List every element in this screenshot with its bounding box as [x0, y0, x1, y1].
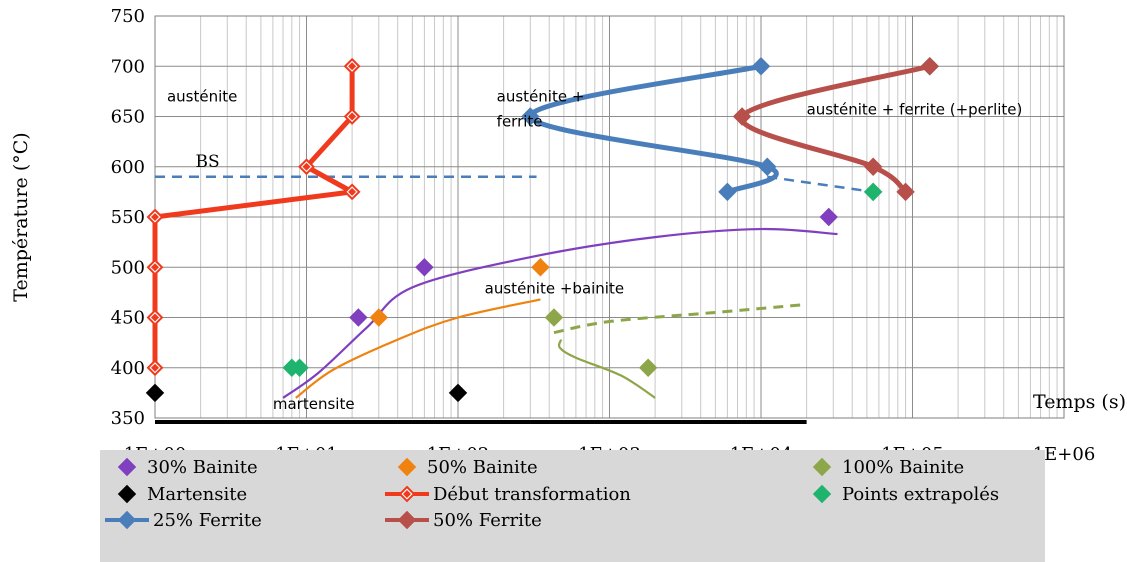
data-point-points-extrapol-s	[290, 358, 309, 377]
data-point-core-d-but-transformation	[151, 363, 159, 372]
y-tick-label: 650	[111, 107, 145, 128]
y-tick-label: 600	[111, 157, 145, 178]
ferrite-dashed	[767, 175, 874, 194]
legend-label: 50% Bainite	[427, 457, 538, 478]
y-axis-title: Température (°C)	[10, 132, 32, 301]
legend-marker	[812, 484, 832, 504]
data-point-core-d-but-transformation	[348, 187, 357, 196]
data-point-25-ferrite	[718, 182, 737, 202]
legend-label: Début transformation	[433, 484, 631, 505]
data-point-25-ferrite	[751, 57, 771, 76]
data-point-30-bainite	[819, 207, 838, 227]
data-point-core-d-but-transformation	[302, 162, 311, 171]
data-point-50-ferrite	[896, 182, 915, 202]
data-point-50-ferrite	[920, 57, 939, 76]
legend-marker-core	[403, 490, 411, 498]
guide-lines	[155, 175, 874, 425]
data-point-50-bainite	[369, 308, 388, 327]
annotation-label: martensite	[273, 395, 355, 413]
annotation-label: austénite +bainite	[485, 279, 624, 297]
legend: 30% Bainite 50% Bainite 100% Bainite Marten…	[100, 450, 1045, 562]
y-tick-label: 350	[111, 408, 145, 429]
legend-label: 25% Ferrite	[153, 510, 262, 531]
y-tick-label: 700	[111, 56, 145, 77]
legend-marker	[397, 457, 417, 477]
data-point-core-d-but-transformation	[348, 112, 357, 121]
bainite-50-curve	[295, 298, 541, 399]
x-tick-label: 1E+06	[1033, 444, 1096, 465]
y-tick-label: 500	[111, 257, 145, 278]
legend-label: 50% Ferrite	[433, 510, 542, 531]
x-axis-title: Temps (s)	[1033, 391, 1126, 413]
data-point-50-bainite	[531, 258, 550, 277]
data-point-core-d-but-transformation	[348, 62, 357, 71]
bainite-100-curve	[557, 339, 656, 399]
data-point-50-ferrite	[863, 157, 883, 176]
legend-label: Martensite	[147, 484, 247, 505]
data-point-points-extrapol-s	[863, 182, 883, 202]
legend-marker	[117, 510, 137, 530]
annotation-label: BS	[195, 152, 219, 172]
legend-marker	[117, 457, 137, 477]
data-point-martensite	[145, 383, 165, 403]
legend-marker	[397, 510, 417, 530]
data-point-core-d-but-transformation	[151, 313, 159, 322]
data-point-30-bainite	[415, 258, 434, 277]
legend-label: 30% Bainite	[147, 457, 258, 478]
legend-label: Points extrapolés	[842, 484, 999, 505]
annotation-label: ferrite	[497, 113, 543, 131]
legend-label: 100% Bainite	[842, 457, 964, 478]
data-point-30-bainite	[349, 308, 368, 327]
data-point-100-bainite	[544, 308, 564, 327]
bainite-30-curve	[282, 227, 838, 399]
legend-background	[100, 450, 1045, 562]
annotation-label: austénite + ferrite (+perlite)	[807, 100, 1023, 118]
series-line-25-ferrite	[527, 63, 779, 195]
data-point-25-ferrite	[521, 107, 540, 126]
series-line-50-ferrite	[739, 63, 931, 194]
data-point-core-d-but-transformation	[151, 213, 159, 221]
legend-marker	[812, 457, 832, 477]
y-tick-label: 750	[111, 6, 145, 27]
data-point-25-ferrite	[758, 157, 777, 176]
annotations: austénite austénite + ferrite austénite + f…	[167, 87, 1022, 413]
y-tick-label: 550	[111, 207, 145, 228]
data-series	[145, 57, 939, 403]
data-point-100-bainite	[638, 358, 658, 377]
data-point-core-d-but-transformation	[151, 263, 159, 272]
data-point-50-ferrite	[732, 107, 752, 126]
y-tick-label: 450	[111, 308, 145, 329]
annotation-label: austénite +	[497, 87, 585, 105]
legend-marker	[117, 484, 137, 504]
data-point-martensite	[448, 383, 468, 403]
y-tick-label: 400	[111, 358, 145, 379]
annotation-label: austénite	[167, 87, 237, 105]
